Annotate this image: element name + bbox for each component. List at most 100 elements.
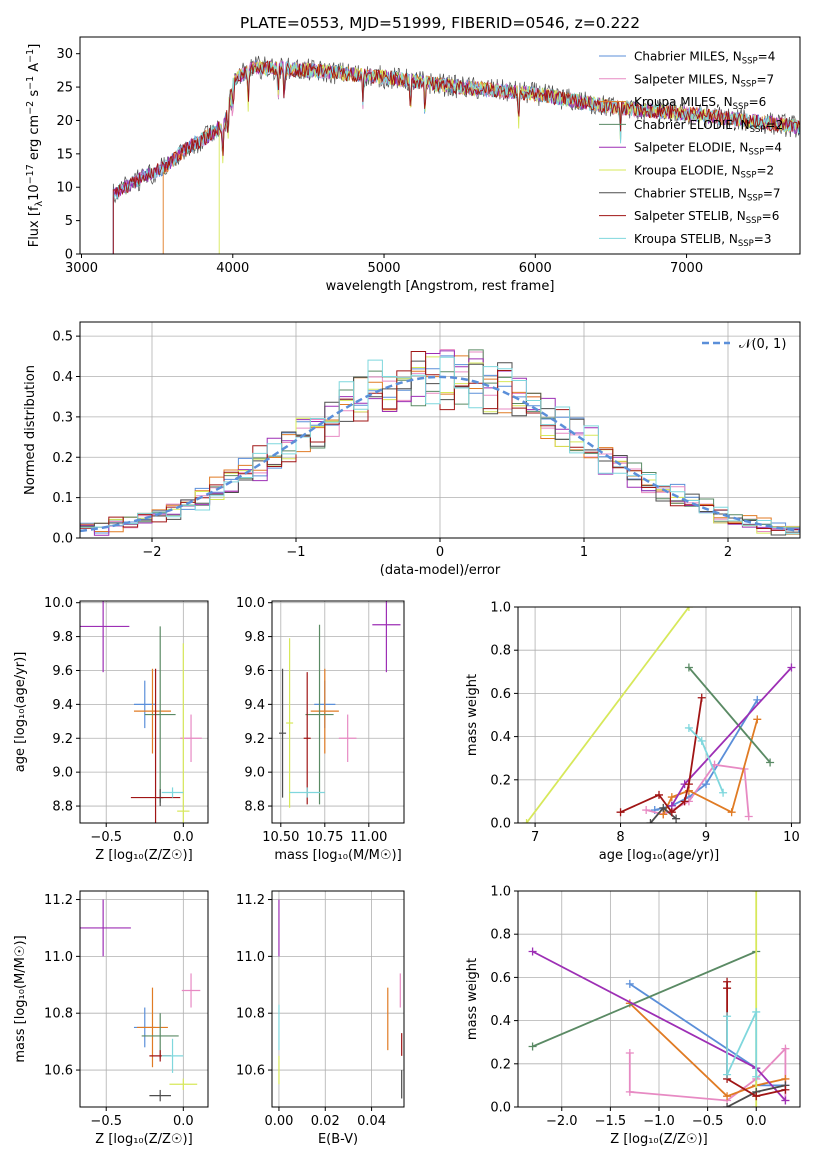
weight-marker xyxy=(684,780,693,789)
y-tick-label: 10.8 xyxy=(44,1007,73,1022)
y-tick-label: 8.8 xyxy=(52,800,73,815)
x-tick-label: 10 xyxy=(783,830,800,845)
y-tick-label: 9.2 xyxy=(52,732,73,747)
errorbar-point-2 xyxy=(181,973,201,1008)
x-tick-label: −0.5 xyxy=(90,830,122,845)
weight-marker xyxy=(625,1087,634,1096)
errorbar-point-3 xyxy=(137,987,168,1068)
x-tick-label: 0.0 xyxy=(173,1114,194,1129)
legend-label-3: Kroupa MILES, NSSP=6 xyxy=(634,95,766,112)
weight-marker xyxy=(781,1085,790,1094)
y-tick-label: 9.6 xyxy=(244,664,265,679)
x-tick-label: 10.50 xyxy=(262,830,299,845)
y-tick-label: 0.1 xyxy=(52,491,73,506)
x-tick-label: −2.0 xyxy=(546,1114,578,1129)
errorbar-point-4 xyxy=(144,626,176,803)
y-tick-label: 0.0 xyxy=(490,1101,511,1116)
plot-area xyxy=(80,601,202,823)
weight-marker xyxy=(781,1096,790,1105)
x-tick-label: −1.0 xyxy=(643,1114,675,1129)
plot-area xyxy=(522,607,796,823)
weight-marker xyxy=(752,1103,761,1107)
plot-area xyxy=(112,55,800,254)
weight-marker xyxy=(528,947,537,956)
x-tick-label: 8 xyxy=(616,830,624,845)
weight-marker xyxy=(522,819,531,823)
weight-series-4 xyxy=(528,947,761,1051)
y-tick-label: 0.8 xyxy=(490,644,511,659)
legend-label-5: Salpeter ELODIE, NSSP=4 xyxy=(634,141,782,158)
weight-marker xyxy=(787,663,796,672)
panel-age-vs-Z: −0.5 0.0 8.8 9.0 9.2 9.4 9.6 9.8 10.0 Z [log₁₀(Z/… xyxy=(13,596,209,863)
x-tick-label: −0.5 xyxy=(90,1114,122,1129)
weight-marker xyxy=(766,758,775,767)
plot-area xyxy=(528,891,790,1107)
y-tick-label: 25 xyxy=(56,81,73,96)
weight-series-8 xyxy=(723,977,790,1101)
y-axis-label: Flux [fλ10−17 erg cm−2 s−1 A−1] xyxy=(25,44,45,248)
errorbar-point-6 xyxy=(169,1078,198,1090)
legend-label-4: Chabrier ELODIE, NSSP=2 xyxy=(634,118,783,135)
weight-marker xyxy=(667,808,676,817)
y-tick-label: 15 xyxy=(56,147,73,162)
weight-series-6 xyxy=(522,607,693,823)
y-tick-label: 9.2 xyxy=(244,732,265,747)
y-tick-label: 11.0 xyxy=(44,950,73,965)
y-tick-label: 0.8 xyxy=(490,928,511,943)
y-axis-label: Normed distribution xyxy=(23,365,38,495)
weight-marker xyxy=(667,793,676,802)
x-tick-label: 3000 xyxy=(65,261,98,276)
plot-area xyxy=(80,899,201,1102)
errorbar-point-7 xyxy=(149,1089,171,1102)
errorbar-point-9 xyxy=(161,1038,184,1073)
x-axis-label: E(B-V) xyxy=(318,1132,358,1147)
weight-marker xyxy=(744,812,753,821)
y-tick-label: 0.0 xyxy=(52,532,73,547)
weight-line xyxy=(620,697,703,814)
axes-frame xyxy=(79,890,209,1108)
weight-marker xyxy=(723,1012,732,1021)
x-tick-label: 9 xyxy=(702,830,710,845)
weight-marker xyxy=(625,1049,634,1057)
panel-spectrum: 3000 4000 5000 6000 7000 0 5 10 15 20 25 30 waveleng… xyxy=(25,36,801,294)
y-tick-label: 10.0 xyxy=(44,596,73,611)
x-tick-label: 0.0 xyxy=(173,830,194,845)
weight-series-9 xyxy=(684,723,728,797)
errorbar-point-6 xyxy=(177,643,190,823)
x-tick-label: 5000 xyxy=(367,261,400,276)
errorbar-point-5 xyxy=(80,601,130,673)
errorbar-point-5 xyxy=(80,899,131,957)
x-tick-label: 0.0 xyxy=(746,1114,767,1129)
plot-area xyxy=(279,601,401,808)
weight-marker xyxy=(723,1070,732,1079)
x-tick-label: 0.02 xyxy=(311,1114,340,1129)
x-tick-label: 1 xyxy=(580,545,588,560)
y-tick-label: 11.2 xyxy=(236,893,265,908)
y-tick-label: 8.8 xyxy=(244,800,265,815)
histogram-9 xyxy=(80,356,800,538)
weight-marker xyxy=(528,1042,537,1051)
y-tick-label: 0.2 xyxy=(490,1057,511,1072)
weight-line xyxy=(688,666,771,764)
x-tick-label: 0.00 xyxy=(264,1114,293,1129)
errorbar-point-2 xyxy=(338,714,357,762)
weight-series-4 xyxy=(684,663,775,767)
weight-series-5 xyxy=(667,663,796,810)
x-tick-label: −2 xyxy=(142,545,161,560)
x-tick-label: 0 xyxy=(436,545,444,560)
weight-marker xyxy=(752,891,761,895)
y-tick-label: 1.0 xyxy=(490,885,511,900)
weight-marker xyxy=(655,790,663,799)
y-tick-label: 9.4 xyxy=(244,698,265,713)
histogram-5 xyxy=(80,350,800,538)
axes-frame xyxy=(271,600,405,824)
axes-frame xyxy=(271,890,405,1108)
plot-area xyxy=(278,899,403,1099)
weight-line xyxy=(525,607,690,823)
weight-marker xyxy=(752,1092,761,1101)
errorbar-point-4 xyxy=(305,624,334,805)
y-tick-label: 0.3 xyxy=(52,410,73,425)
panel-mass-weight-vs-age: 7 8 9 10 0.0 0.2 0.4 0.6 0.8 1.0 age [log₁₀(age/yr… xyxy=(465,601,801,863)
weight-series-8 xyxy=(616,693,706,817)
